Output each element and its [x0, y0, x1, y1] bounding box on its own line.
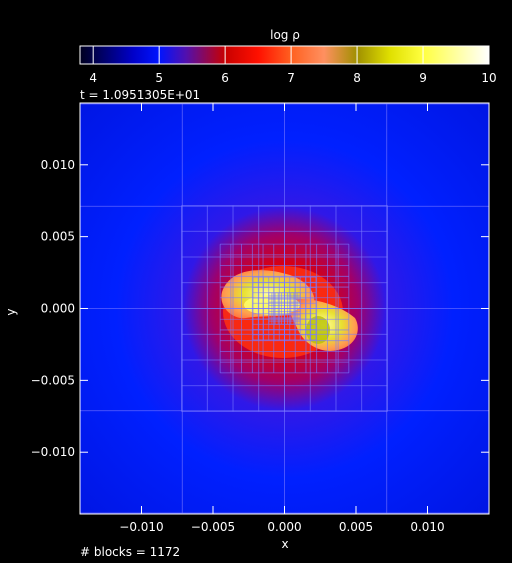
time-label: t = 1.0951305E+01	[80, 88, 200, 102]
colorbar-title: log ρ	[270, 28, 300, 42]
x-tick-label: 0.010	[410, 520, 444, 534]
x-tick-label: −0.010	[119, 520, 163, 534]
y-tick-label: −0.005	[31, 373, 75, 387]
y-tick-label: 0.010	[41, 158, 75, 172]
x-tick-label: −0.005	[191, 520, 235, 534]
y-axis-ticks: 0.010 0.005 0.000 −0.005 −0.010	[31, 158, 489, 459]
density-field	[80, 103, 489, 514]
x-tick-label: 0.005	[339, 520, 373, 534]
y-tick-label: 0.000	[41, 302, 75, 316]
x-tick-label: 0.000	[267, 520, 301, 534]
y-tick-label: −0.010	[31, 445, 75, 459]
y-axis-label: y	[4, 308, 18, 315]
colorbar-tick-label: 9	[419, 71, 427, 85]
colorbar-ticks: 4 5 6 7 8 9 10	[89, 46, 497, 85]
colorbar-tick-label: 10	[481, 71, 496, 85]
x-axis-label: x	[281, 537, 288, 551]
x-axis-ticks: −0.010 −0.005 0.000 0.005 0.010	[119, 103, 445, 534]
y-tick-label: 0.005	[41, 230, 75, 244]
colorbar	[79, 45, 490, 65]
colorbar-tick-label: 5	[155, 71, 163, 85]
amr-block-grid	[80, 103, 489, 514]
block-count-label: # blocks = 1172	[80, 545, 180, 559]
colorbar-tick-label: 4	[89, 71, 97, 85]
colorbar-tick-label: 7	[287, 71, 295, 85]
colorbar-tick-label: 8	[353, 71, 361, 85]
colorbar-tick-label: 6	[221, 71, 229, 85]
